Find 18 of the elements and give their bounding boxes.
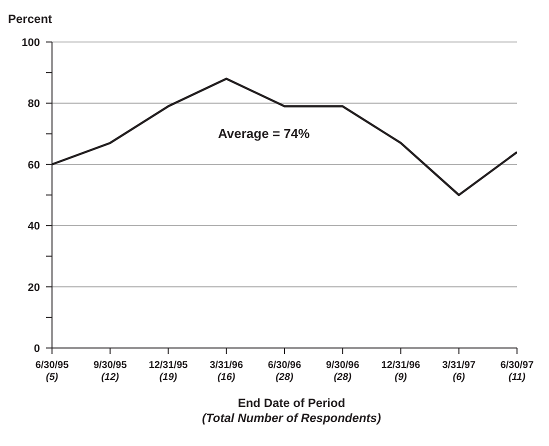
x-tick-label: 6/30/95 (5) [35,360,70,383]
x-axis-title: End Date of Period (Total Number of Respondents) [201,396,382,426]
x-tick-label: 9/30/95 (12) [93,360,128,383]
y-tick-label: 40 [28,220,40,233]
y-tick-label: 60 [28,159,40,172]
y-tick-label: 100 [22,37,40,49]
x-tick-label: 12/31/95 (19) [148,360,188,383]
x-tick-label: 6/30/97 (11) [500,360,534,383]
y-tick-label: 80 [28,98,40,110]
y-tick-label: 0 [34,343,40,355]
y-axis-title: Percent [8,12,52,26]
x-tick-label: 12/31/96 (9) [381,360,421,383]
annotation: Average = 74% [218,126,310,141]
x-tick-label: 3/31/97 (6) [442,360,476,383]
x-tick-label: 3/31/96 (16) [210,360,244,383]
x-tick-label: 9/30/96 (28) [326,360,360,383]
x-tick-label: 6/30/96 (28) [268,360,302,383]
y-tick-label: 20 [28,282,40,294]
